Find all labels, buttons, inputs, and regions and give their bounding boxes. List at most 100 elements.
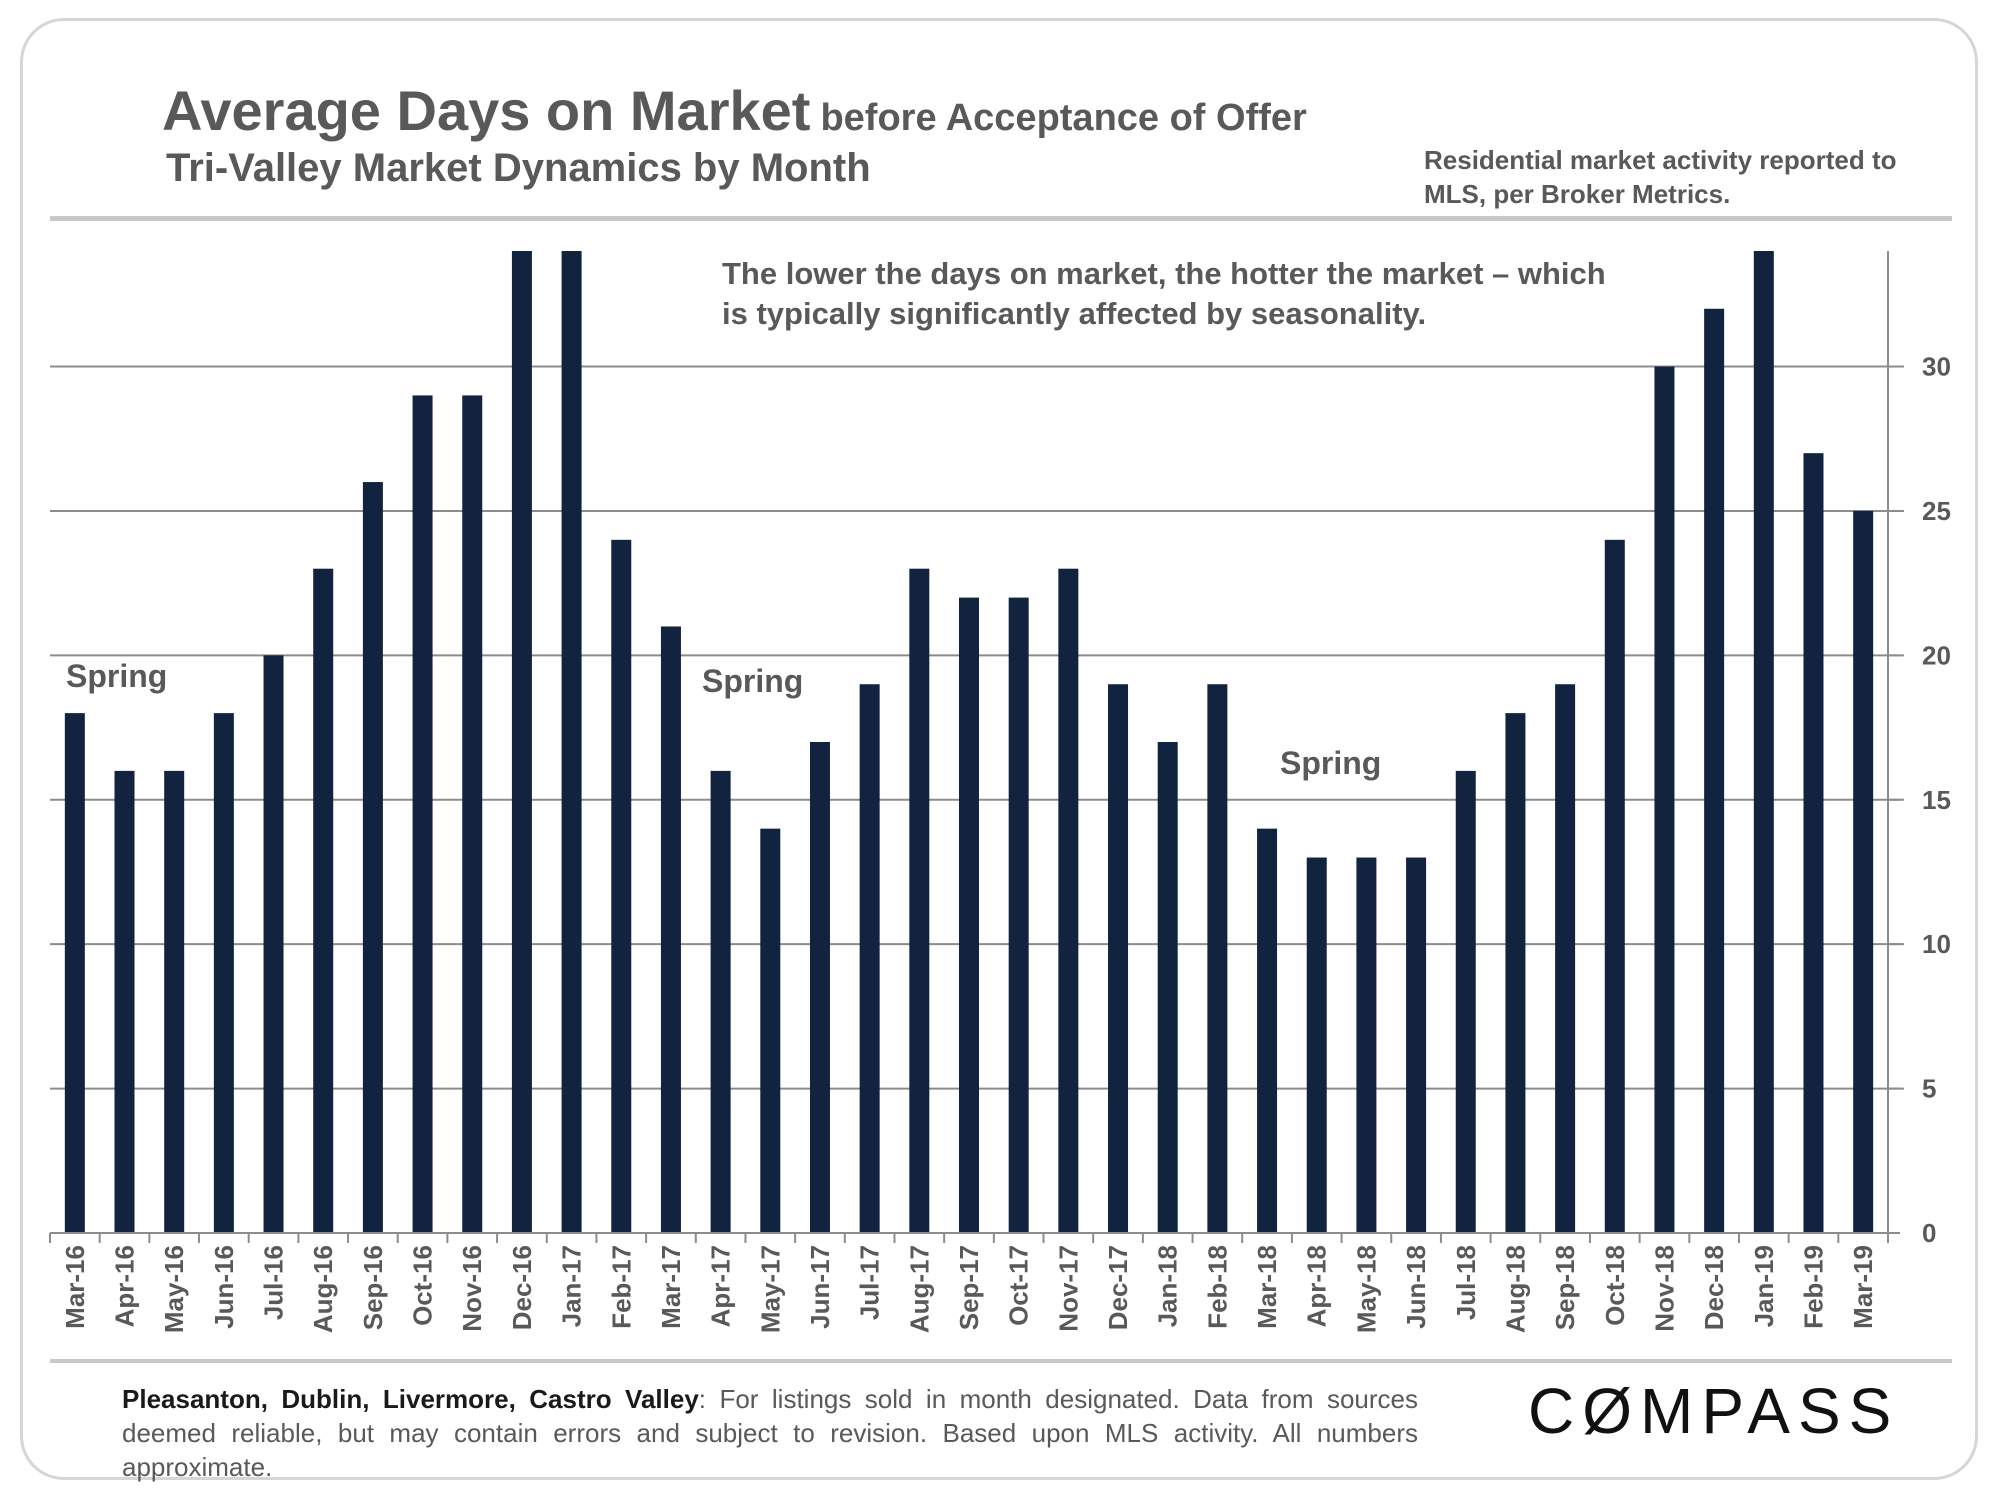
bar — [412, 395, 433, 1234]
x-tick-label: Oct-18 — [1600, 1245, 1630, 1326]
bar — [561, 251, 582, 1233]
bar — [1704, 308, 1725, 1233]
bar — [1306, 857, 1327, 1233]
x-tick-label: Aug-18 — [1500, 1245, 1530, 1333]
bar — [1406, 857, 1427, 1233]
x-tick-label: Dec-16 — [507, 1245, 537, 1330]
bar — [1803, 453, 1824, 1233]
x-tick-label: Sep-18 — [1550, 1245, 1580, 1330]
x-tick-label: Nov-18 — [1649, 1245, 1679, 1332]
bar — [1455, 770, 1476, 1233]
bar — [1008, 597, 1029, 1233]
bar — [1157, 742, 1178, 1233]
bar — [1356, 857, 1377, 1233]
bar — [263, 655, 284, 1233]
bar — [1058, 568, 1079, 1233]
x-tick-label: Mar-16 — [60, 1245, 90, 1329]
bar — [1555, 684, 1576, 1233]
spring-label-2017: Spring — [702, 663, 804, 699]
top-divider — [50, 216, 1952, 221]
x-tick-label: Jun-18 — [1401, 1245, 1431, 1329]
x-tick-label: Apr-17 — [706, 1245, 736, 1327]
bar — [959, 597, 979, 1233]
x-tick-label: Mar-17 — [656, 1245, 686, 1329]
x-tick-label: Mar-18 — [1252, 1245, 1282, 1329]
x-tick-label: Dec-18 — [1699, 1245, 1729, 1330]
bar — [64, 713, 85, 1233]
bar — [511, 251, 532, 1233]
y-tick-label: 10 — [1922, 929, 1951, 959]
bar — [1108, 684, 1129, 1233]
footer-text: : For listings sold in month designated.… — [122, 1384, 1418, 1482]
x-tick-label: Aug-17 — [904, 1245, 934, 1333]
chart-subtitle: Tri-Valley Market Dynamics by Month — [166, 146, 871, 190]
bar — [710, 770, 731, 1233]
title-main: Average Days on Market — [162, 79, 811, 142]
logo-symbol: Ø — [1582, 1375, 1640, 1447]
x-tick-label: Feb-18 — [1202, 1245, 1232, 1329]
x-tick-label: Apr-18 — [1302, 1245, 1332, 1327]
x-tick-label: Dec-17 — [1103, 1245, 1133, 1330]
bar — [462, 395, 483, 1234]
source-note: Residential market activity reported to … — [1424, 145, 1897, 209]
x-tick-label: Apr-16 — [110, 1245, 140, 1327]
x-tick-label: Jul-16 — [259, 1245, 289, 1320]
x-tick-label: Nov-17 — [1053, 1245, 1083, 1332]
y-tick-label: 30 — [1922, 352, 1951, 382]
x-tick-label: Sep-17 — [954, 1245, 984, 1330]
x-tick-label: Jun-17 — [805, 1245, 835, 1329]
bar — [1753, 251, 1774, 1233]
chart-title: Average Days on Market before Acceptance … — [162, 78, 1307, 143]
title-suffix: before Acceptance of Offer — [820, 97, 1307, 139]
x-tick-label: Jun-16 — [209, 1245, 239, 1329]
bar — [114, 770, 135, 1233]
bar — [1654, 366, 1675, 1233]
bar — [909, 568, 930, 1233]
bar — [1207, 684, 1228, 1233]
bar — [859, 684, 880, 1233]
chart-frame — [20, 18, 1978, 1480]
x-tick-label: Sep-16 — [358, 1245, 388, 1330]
x-tick-label: Oct-17 — [1004, 1245, 1034, 1326]
logo-prefix: C — [1528, 1375, 1583, 1447]
bar — [1505, 713, 1526, 1233]
footer-areas: Pleasanton, Dublin, Livermore, Castro Va… — [122, 1384, 699, 1414]
logo-suffix: MPASS — [1640, 1375, 1900, 1447]
x-tick-label: Jan-18 — [1153, 1245, 1183, 1327]
bar — [1853, 510, 1874, 1233]
bottom-divider — [50, 1359, 1952, 1363]
y-tick-label: 0 — [1922, 1218, 1936, 1248]
x-tick-label: May-16 — [159, 1245, 189, 1333]
y-tick-label: 5 — [1922, 1074, 1936, 1104]
bar — [362, 482, 383, 1233]
x-tick-label: Feb-17 — [606, 1245, 636, 1329]
spring-label-2018: Spring — [1280, 745, 1382, 781]
bar — [164, 770, 185, 1233]
bar — [213, 713, 234, 1233]
x-tick-label: Jul-17 — [855, 1245, 885, 1320]
bar — [809, 742, 830, 1233]
x-tick-label: May-18 — [1351, 1245, 1381, 1333]
x-tick-label: Oct-16 — [408, 1245, 438, 1326]
x-tick-label: Mar-19 — [1848, 1245, 1878, 1329]
footer-note: Pleasanton, Dublin, Livermore, Castro Va… — [122, 1382, 1418, 1484]
bar — [611, 539, 632, 1233]
x-tick-label: Jan-19 — [1749, 1245, 1779, 1327]
bar — [313, 568, 334, 1233]
x-tick-label: May-17 — [755, 1245, 785, 1333]
x-tick-label: Aug-16 — [308, 1245, 338, 1333]
spring-label-2016: Spring — [66, 658, 168, 694]
x-tick-label: Nov-16 — [457, 1245, 487, 1332]
bar — [1257, 828, 1278, 1233]
bar — [760, 828, 781, 1233]
x-tick-label: Jan-17 — [557, 1245, 587, 1327]
bar — [660, 626, 681, 1233]
x-tick-label: Feb-19 — [1798, 1245, 1828, 1329]
x-tick-label: Jul-18 — [1451, 1245, 1481, 1320]
y-tick-label: 15 — [1922, 785, 1951, 815]
y-tick-label: 25 — [1922, 496, 1951, 526]
compass-logo: CØMPASS — [1528, 1374, 1899, 1448]
y-tick-label: 20 — [1922, 640, 1951, 670]
seasonality-annotation: The lower the days on market, the hotter… — [722, 256, 1606, 331]
